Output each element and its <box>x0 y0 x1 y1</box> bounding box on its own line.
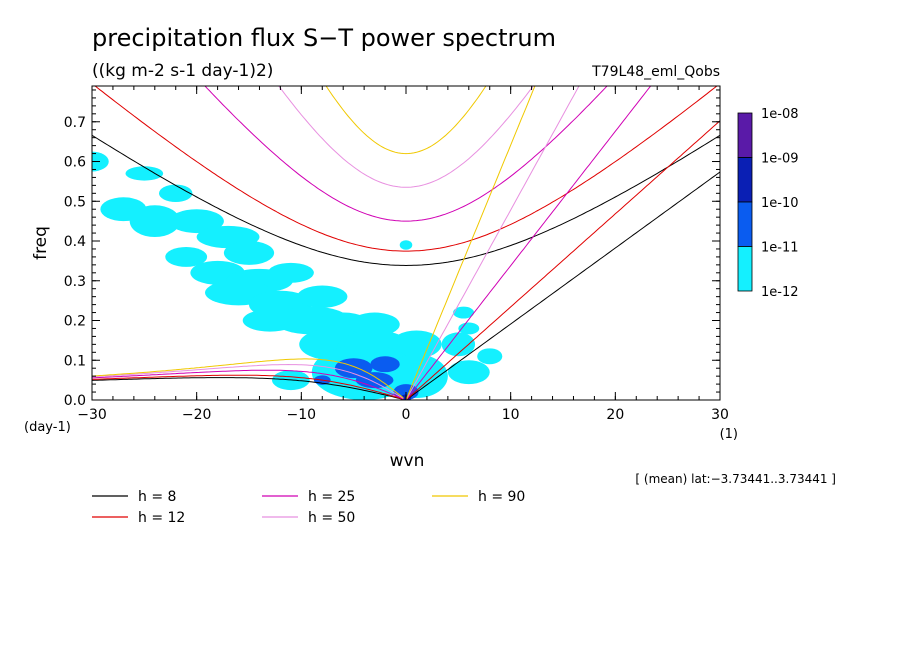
y-tick-label: 0.6 <box>64 155 86 171</box>
colorbar-label: 1e-09 <box>761 152 799 167</box>
y-axis-label: freq <box>31 226 51 260</box>
power-region-4 <box>129 205 180 238</box>
colorbar-label: 1e-12 <box>761 285 799 300</box>
power-region-21 <box>391 330 442 359</box>
curve-h50-er <box>92 363 404 399</box>
x-tick-label: 10 <box>502 407 520 423</box>
x-tick-label: 30 <box>711 407 729 423</box>
power-region-30 <box>399 240 413 250</box>
power-region-28 <box>453 306 475 319</box>
x-unit-label: (1) <box>720 427 738 442</box>
curve-h12-er <box>92 374 404 400</box>
curve-h50-ig <box>278 86 534 188</box>
y-tick-label: 0.7 <box>64 115 86 131</box>
power-region-25 <box>447 360 490 385</box>
y-tick-label: 0.2 <box>64 314 86 330</box>
curve-h8-ig <box>92 134 720 267</box>
power-region-0 <box>92 151 109 172</box>
legend-label: h = 12 <box>138 510 185 526</box>
curve-h90-ig <box>325 86 487 155</box>
y-tick-label: 0.4 <box>64 234 86 250</box>
colorbar-swatch <box>737 201 753 247</box>
x-tick-label: −20 <box>182 407 212 423</box>
x-tick-label: 20 <box>606 407 624 423</box>
x-tick-label: 0 <box>402 407 411 423</box>
power-region-24 <box>441 332 476 357</box>
colorbar-swatch <box>737 157 753 203</box>
power-region-2 <box>158 184 193 203</box>
x-tick-label: −10 <box>287 407 317 423</box>
colorbar: 1e-08 1e-09 1e-10 1e-11 1e-12 <box>737 107 799 300</box>
footnote: [ (mean) lat:−3.73441..3.73441 ] <box>635 472 836 486</box>
y-tick-label: 0.0 <box>64 393 86 409</box>
curve-h25-kelvin <box>405 86 652 400</box>
axis-ticks: −30 −20 −10 0 10 20 30 0.0 0.1 0.2 0.3 0.4 0.5 0.6 0.7 <box>64 86 729 423</box>
legend-label: h = 50 <box>308 510 355 526</box>
power-region-11 <box>267 262 314 283</box>
colorbar-label: 1e-11 <box>761 241 799 256</box>
chart-subtitle: ((kg m-2 s-1 day-1)2) <box>92 61 273 81</box>
legend: h = 8 h = 12 h = 25 h = 50 h = 90 <box>92 489 525 526</box>
curve-h12-ig <box>94 86 718 252</box>
power-region-8 <box>165 246 208 267</box>
curve-h25-ig <box>204 86 608 222</box>
colorbar-swatch <box>737 112 753 158</box>
curve-h25-er <box>92 369 404 400</box>
curve-h8-er <box>92 377 404 400</box>
legend-label: h = 25 <box>308 489 355 505</box>
power-region-7 <box>223 241 275 265</box>
dispersion-curves <box>92 86 720 400</box>
colorbar-label: 1e-08 <box>761 107 799 122</box>
y-unit-label: (day-1) <box>24 420 71 435</box>
legend-label: h = 8 <box>138 489 176 505</box>
power-region-14 <box>297 285 348 308</box>
legend-label: h = 90 <box>478 489 525 505</box>
chart-title: precipitation flux S−T power spectrum <box>92 24 556 52</box>
power-region-18 <box>349 312 400 337</box>
curve-h8-kelvin <box>405 171 720 400</box>
y-tick-label: 0.3 <box>64 274 86 290</box>
power-region-32 <box>370 356 400 373</box>
curve-h90-er <box>92 358 404 399</box>
colorbar-swatch <box>737 246 753 292</box>
power-region-26 <box>477 348 503 365</box>
run-label: T79L48_eml_Qobs <box>591 64 720 80</box>
curve-h12-kelvin <box>405 120 720 400</box>
y-tick-label: 0.5 <box>64 194 86 210</box>
power-region-5 <box>169 209 224 234</box>
curve-h90-kelvin <box>405 86 536 400</box>
x-axis-label: wvn <box>390 451 425 471</box>
curve-h50-kelvin <box>405 86 580 400</box>
y-tick-label: 0.1 <box>64 353 86 369</box>
colorbar-label: 1e-10 <box>761 196 799 211</box>
power-region-1 <box>125 166 164 181</box>
power-regions <box>92 151 503 400</box>
x-tick-label: −30 <box>77 407 107 423</box>
